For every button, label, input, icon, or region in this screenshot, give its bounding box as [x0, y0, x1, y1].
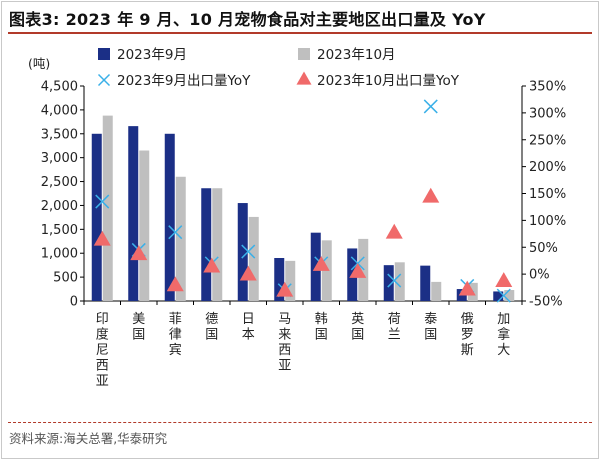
bar-oct — [394, 262, 405, 301]
source-note: 资料来源:海关总署,华泰研究 — [9, 431, 168, 446]
bar-oct — [431, 281, 442, 301]
bar-oct — [212, 188, 223, 301]
y-unit-label: (吨) — [28, 56, 50, 71]
left-tick-label: 0 — [70, 295, 78, 310]
bar-oct — [358, 238, 369, 301]
category-label: 泰国 — [424, 312, 437, 343]
chart-area: 0 500 1,000 1,500 2,000 2,500 3,000 3,500 4,000 4… — [28, 47, 566, 389]
legend-label: 2023年10月 — [317, 47, 396, 63]
marker-oct-yoy — [203, 257, 221, 273]
left-tick-label: 3,000 — [41, 151, 78, 166]
bar-oct — [285, 260, 296, 301]
right-tick-label: 0% — [529, 268, 550, 283]
legend-triangle-marker — [296, 71, 312, 85]
legend-label: 2023年10月出口量YoY — [317, 73, 460, 89]
left-tick-label: 1,500 — [41, 223, 78, 238]
right-tick-label: 350% — [529, 80, 566, 95]
marker-layer — [93, 99, 513, 303]
marker-oct-yoy — [495, 272, 513, 287]
legend-item: 2023年10月 — [298, 47, 396, 63]
bar-sep — [493, 291, 504, 301]
legend-swatch — [98, 48, 110, 60]
left-tick-label: 2,000 — [41, 199, 78, 214]
marker-sep-yoy — [387, 273, 402, 288]
legend-item: 2023年9月 — [98, 47, 187, 63]
marker-oct-yoy — [385, 223, 403, 239]
axes-lines — [83, 86, 523, 305]
category-label: 韩国 — [315, 312, 328, 343]
category-label: 马来西亚 — [278, 312, 291, 374]
bar-oct — [175, 176, 186, 301]
marker-oct-yoy — [239, 265, 257, 281]
right-tick-label: 200% — [529, 160, 566, 175]
left-tick-label: 500 — [53, 271, 78, 286]
category-label: 加拿大 — [497, 312, 510, 358]
marker-oct-yoy — [93, 230, 111, 246]
bar-sep — [91, 133, 102, 301]
legend-item: 2023年10月出口量YoY — [296, 71, 460, 89]
bar-oct — [504, 290, 515, 301]
right-tick-label: -50% — [529, 295, 563, 310]
marker-sep-yoy — [95, 194, 110, 209]
source-rule — [8, 422, 592, 423]
left-tick-label: 1,000 — [41, 247, 78, 262]
bar-oct — [102, 115, 113, 301]
marker-sep-yoy — [168, 225, 183, 240]
marker-sep-yoy — [496, 288, 511, 303]
category-label: 德国 — [205, 312, 218, 343]
marker-oct-yoy — [349, 262, 367, 278]
bar-layer — [91, 115, 515, 301]
left-tick-label: 4,500 — [41, 80, 78, 95]
marker-oct-yoy — [276, 281, 294, 297]
category-label: 荷兰 — [388, 312, 401, 343]
category-label: 英国 — [351, 312, 364, 343]
bar-sep — [237, 203, 248, 301]
right-tick-label: 250% — [529, 133, 566, 148]
category-label: 俄罗斯 — [461, 312, 474, 358]
marker-oct-yoy — [166, 276, 184, 292]
marker-sep-yoy — [423, 99, 438, 114]
right-tick-label: 150% — [529, 187, 566, 202]
right-tick-label: 100% — [529, 214, 566, 229]
bar-oct — [139, 150, 150, 301]
legend-x-marker — [97, 73, 111, 87]
figure-title: 图表3: 2023 年 9 月、10 月宠物食品对主要地区出口量及 YoY — [9, 10, 486, 29]
legend-label: 2023年9月 — [117, 47, 187, 63]
marker-oct-yoy — [458, 280, 476, 296]
title-rule — [8, 32, 592, 34]
legend-item: 2023年9月出口量YoY — [97, 73, 251, 89]
marker-oct-yoy — [422, 187, 440, 203]
marker-oct-yoy — [312, 255, 330, 271]
left-axis-ticks: 0 500 1,000 1,500 2,000 2,500 3,000 3,500 4,000 4… — [41, 80, 84, 310]
bar-oct — [248, 216, 259, 301]
left-tick-label: 4,000 — [41, 103, 78, 118]
right-tick-label: 50% — [529, 241, 558, 256]
marker-sep-yoy — [241, 244, 256, 259]
bar-sep — [420, 265, 431, 301]
bar-sep — [274, 258, 285, 301]
legend: 2023年9月 2023年10月 2023年9月出口量YoY 2023年10月出口量Y… — [97, 47, 460, 89]
category-label: 日本 — [242, 312, 255, 343]
bar-sep — [128, 126, 139, 301]
right-axis-ticks: -50% 0% 50% 100% 150% 200% 250% 300% 350% — [522, 80, 566, 310]
bar-sep — [164, 133, 175, 301]
category-label: 印度尼西亚 — [96, 312, 109, 389]
legend-label: 2023年9月出口量YoY — [117, 73, 251, 89]
marker-oct-yoy — [130, 245, 148, 261]
bar-sep — [383, 265, 394, 301]
category-label: 美国 — [132, 312, 145, 343]
legend-swatch — [298, 48, 310, 60]
right-tick-label: 300% — [529, 106, 566, 121]
left-tick-label: 3,500 — [41, 127, 78, 142]
bar-sep — [201, 188, 212, 301]
category-label: 菲律宾 — [169, 312, 182, 358]
left-tick-label: 2,500 — [41, 175, 78, 190]
